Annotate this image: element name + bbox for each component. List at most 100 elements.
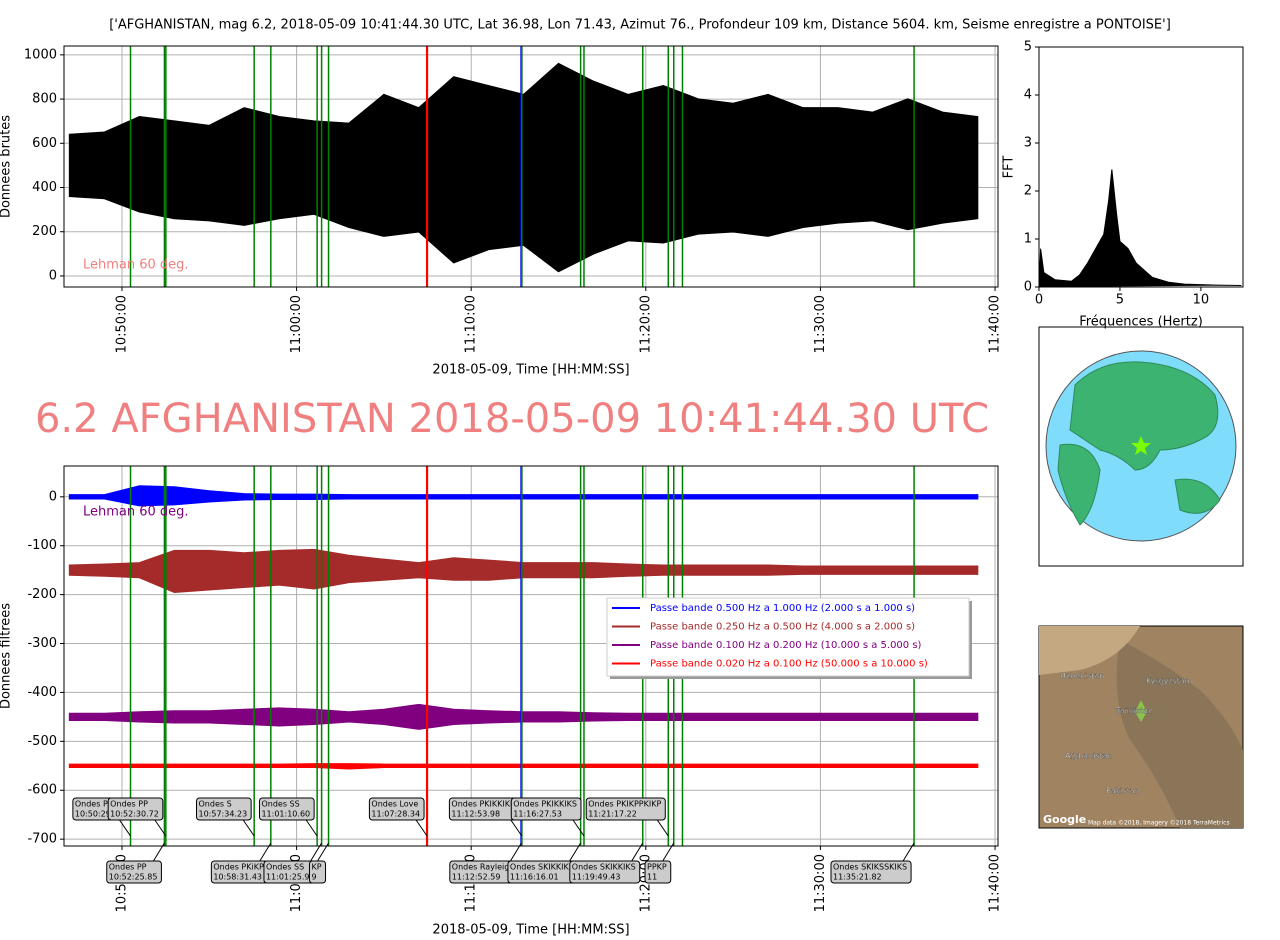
phase-time: 9 <box>311 873 316 882</box>
x-tick-label: 11:30:00 <box>813 854 828 912</box>
phase-label: KP9 <box>308 842 329 884</box>
phase-arrow <box>152 842 165 862</box>
map-credit: Google <box>1043 813 1086 826</box>
phase-name: Ondes PP <box>110 800 148 809</box>
phase-label: Ondes S10:57:34.23 <box>196 797 255 837</box>
annotation: Lehman 60 deg. <box>83 505 189 520</box>
phase-name: Ondes P <box>75 800 108 809</box>
phase-box <box>569 860 641 884</box>
phase-box <box>107 797 164 821</box>
map-label: Afghanistan <box>1065 752 1113 761</box>
phase-box <box>308 860 327 884</box>
phase-time: 11:07:28.34 <box>371 810 420 819</box>
fft-area <box>1038 169 1242 288</box>
y-tick-label: 0 <box>49 489 57 504</box>
phase-arrow <box>119 819 131 837</box>
map-attribution: Map data ©2018, Imagery ©2018 TerraMetri… <box>1088 820 1230 827</box>
map-label: Pakistan <box>1106 787 1140 796</box>
trace <box>68 62 979 273</box>
phase-name: Ondes Rayleigh <box>452 863 515 872</box>
x-tick-label: 0 <box>1035 293 1043 308</box>
y-tick-label: -200 <box>27 587 57 602</box>
phase-time: 11 <box>647 873 657 882</box>
map-label: Uzbekistan <box>1060 672 1104 681</box>
phase-time: 10:57:34.23 <box>199 810 248 819</box>
phase-name: Ondes S <box>199 800 232 809</box>
phase-arrow <box>310 842 323 862</box>
figure-title: ['AFGHANISTAN, mag 6.2, 2018-05-09 10:41… <box>109 18 1171 33</box>
annotation: Lehman 60 deg. <box>83 258 189 273</box>
y-tick-label: 200 <box>32 224 57 239</box>
x-tick-label: 11:40:00 <box>988 854 1003 912</box>
epicenter-star <box>1131 436 1151 455</box>
y-tick-label: 400 <box>32 180 57 195</box>
phase-box <box>258 797 315 821</box>
phase-time: 10:58:31.43 <box>213 873 262 882</box>
y-tick-label: 1000 <box>24 47 57 62</box>
phase-arrow <box>662 842 675 862</box>
phase-arrow <box>317 842 329 862</box>
map-label: Tajikistan <box>1115 707 1153 716</box>
phase-box <box>196 797 252 821</box>
phase-time: 11:16:27.53 <box>513 810 562 819</box>
phase-name: Ondes SKIKSSKIKS <box>833 863 907 872</box>
y-tick-label: 0 <box>1024 280 1032 295</box>
trace <box>68 548 979 593</box>
phase-arrow <box>569 842 582 862</box>
headline: 6.2 AFGHANISTAN 2018-05-09 10:41:44.30 U… <box>35 396 989 442</box>
y-tick-label: 2 <box>1024 184 1032 199</box>
y-tick-label: -500 <box>27 734 57 749</box>
phase-arrow <box>154 819 167 837</box>
globe-land <box>1057 443 1101 526</box>
phase-name: Ondes PKiKP <box>213 863 264 872</box>
y-tick-label: 600 <box>32 136 57 151</box>
phase-box <box>368 797 425 821</box>
phase-name: Ondes SS <box>261 800 299 809</box>
y-axis-label: Donnees brutes <box>0 115 14 218</box>
globe-land <box>1174 478 1221 514</box>
map-desert <box>1039 626 1140 675</box>
phase-time: 11:12:53.98 <box>451 810 500 819</box>
phase-box <box>510 797 582 821</box>
plot-area <box>1039 47 1243 287</box>
phase-name: Ondes Love <box>371 800 418 809</box>
plot-frame <box>1038 46 1244 288</box>
x-tick-label: 10 <box>1193 293 1210 308</box>
trace <box>68 763 979 770</box>
x-tick-label: 10:50:00 <box>114 295 129 353</box>
phase-name: Ondes PKIKPPKIKP <box>588 800 661 809</box>
phase-arrow <box>572 819 585 837</box>
y-tick-label: -600 <box>27 783 57 798</box>
map-pin <box>1135 700 1147 722</box>
y-axis-label: FFT <box>1002 156 1017 179</box>
y-tick-label: -700 <box>27 832 57 847</box>
phase-time: 11:21:17.22 <box>588 810 637 819</box>
x-axis-label: 2018-05-09, Time [HH:MM:SS] <box>432 923 629 938</box>
x-axis-label: Fréquences (Hertz) <box>1079 315 1203 330</box>
phase-time: 11:35:21.82 <box>833 873 882 882</box>
y-tick-label: 800 <box>32 92 57 107</box>
phase-time: 10:52:30.72 <box>110 810 159 819</box>
phase-time: 11:19:49.43 <box>572 873 621 882</box>
phase-name: KP <box>311 863 321 872</box>
phase-name: PPKP <box>647 863 667 872</box>
y-axis-label: Donnees filtrees <box>0 603 14 709</box>
phase-name: Ondes SKIKKIKP <box>510 863 574 872</box>
phase-arrow <box>510 842 522 862</box>
y-tick-label: 0 <box>49 268 57 283</box>
phase-time: 10:50:29.42 <box>75 810 124 819</box>
phase-time: 11:12:52.59 <box>452 873 501 882</box>
phase-name: Ondes SS <box>266 863 304 872</box>
y-tick-label: -100 <box>27 538 57 553</box>
x-axis-label: 2018-05-09, Time [HH:MM:SS] <box>432 363 629 378</box>
phase-name: Ondes PP <box>109 863 147 872</box>
phase-name: Ondes PKIKKIKS <box>513 800 577 809</box>
x-tick-label: 11:20:00 <box>638 295 653 353</box>
